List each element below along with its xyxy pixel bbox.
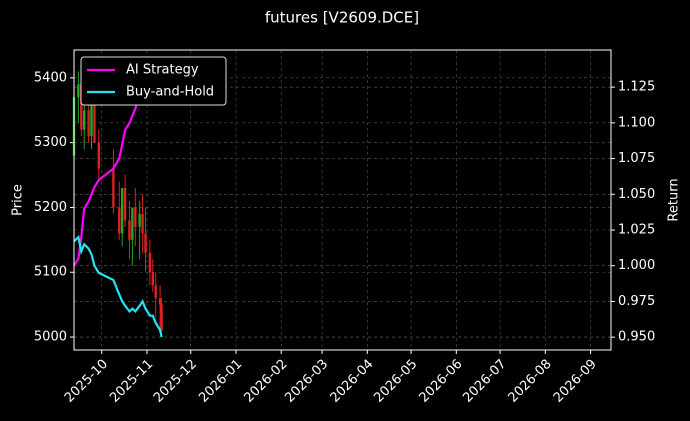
candle-body <box>154 285 157 299</box>
y-tick-label: 5100 <box>34 265 67 280</box>
y-tick-label: 5300 <box>34 135 67 150</box>
candle-body <box>112 168 115 208</box>
y-tick-label: 5400 <box>34 70 67 85</box>
x-tick-label: 2026-07 <box>460 357 509 406</box>
y2-tick-label: 1.025 <box>618 223 655 238</box>
y2-tick-label: 1.100 <box>618 115 655 130</box>
candle-body <box>77 84 80 98</box>
y2-axis-label: Return <box>667 178 682 221</box>
legend: AI Strategy Buy-and-Hold <box>80 56 227 106</box>
candle-body <box>87 110 90 137</box>
y-tick-label: 5200 <box>34 200 67 215</box>
x-tick-label: 2026-06 <box>417 357 466 406</box>
y2-tick-label: 1.125 <box>618 80 655 95</box>
candle-body <box>158 298 162 305</box>
candle-body <box>144 233 147 253</box>
x-tick-label: 2026-03 <box>282 357 331 406</box>
chart-title: futures [V2609.DCE] <box>265 9 419 27</box>
candle-body <box>141 213 144 234</box>
x-tick-label: 2026-05 <box>371 357 420 406</box>
x-tick-label: 2025-10 <box>62 357 111 406</box>
candle-body <box>97 142 101 169</box>
candle-body <box>148 252 152 273</box>
y2-tick-label: 1.050 <box>618 187 655 202</box>
y-axis-label: Price <box>11 184 26 216</box>
legend-label: Buy-and-Hold <box>126 85 214 100</box>
candle-body <box>128 220 131 240</box>
legend-box <box>80 56 227 106</box>
x-tick-label: 2025-12 <box>151 357 200 406</box>
candle-body <box>83 110 86 130</box>
candle-body <box>80 84 83 130</box>
plot-frame <box>73 49 612 351</box>
candle-body <box>118 207 121 234</box>
y2-tick-label: 0.950 <box>618 330 655 345</box>
candle-body <box>151 272 154 286</box>
candle-body <box>120 188 124 234</box>
candle-body <box>160 304 163 331</box>
candle-body <box>138 213 141 227</box>
x-tick-label: 2026-04 <box>328 357 377 406</box>
x-tick-label: 2025-11 <box>107 357 156 406</box>
x-tick-label: 2026-02 <box>241 357 290 406</box>
series-line <box>73 234 163 338</box>
x-tick-label: 2026-08 <box>506 357 555 406</box>
x-tick-label: 2026-01 <box>196 357 245 406</box>
y2-tick-label: 0.975 <box>618 294 655 309</box>
x-tick-label: 2026-09 <box>551 357 600 406</box>
candle-body <box>134 207 137 227</box>
candle-body <box>93 103 96 143</box>
y2-tick-label: 1.075 <box>618 151 655 166</box>
legend-label: AI Strategy <box>126 63 199 78</box>
y2-tick-label: 1.000 <box>618 258 655 273</box>
y-tick-label: 5000 <box>34 330 67 345</box>
candle-body <box>131 207 134 240</box>
candle-body <box>90 103 93 137</box>
candle-body <box>123 188 127 221</box>
